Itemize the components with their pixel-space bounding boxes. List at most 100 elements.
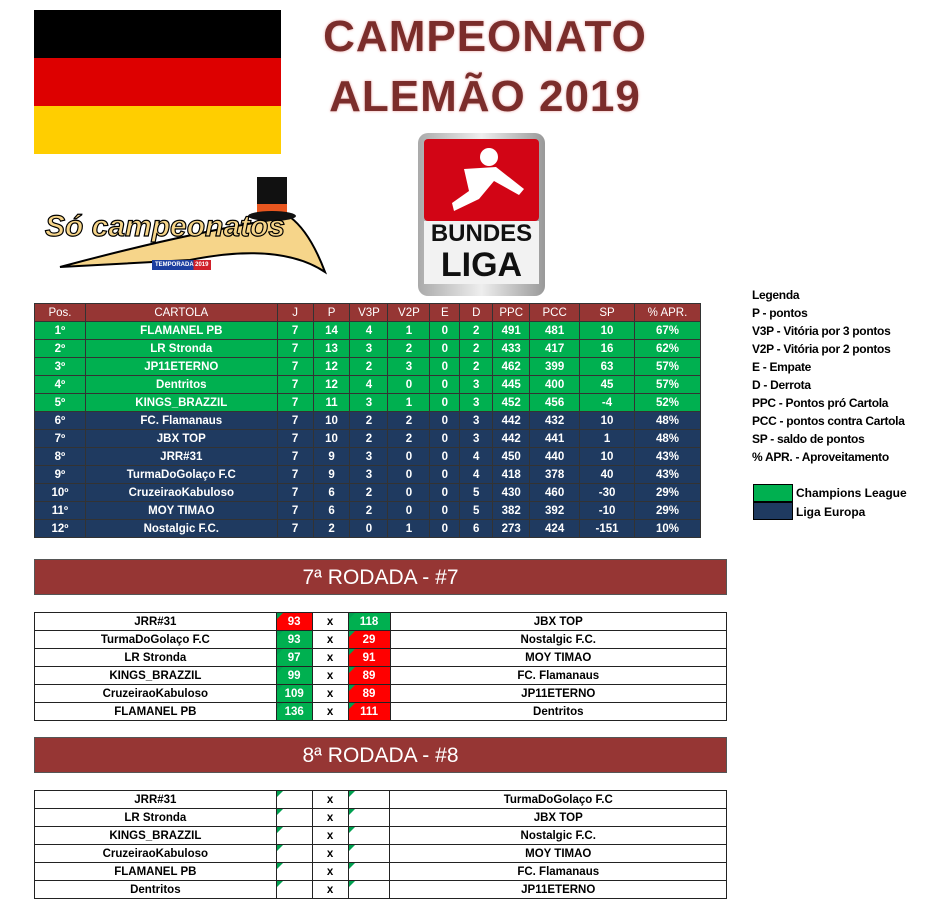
round7-matches-table: JRR#31 93 x 118 JBX TOP TurmaDoGolaço F.C 93 x 2…	[34, 612, 728, 721]
table-cell: 3	[349, 393, 389, 412]
match-row: TurmaDoGolaço F.C 93 x 29 Nostalgic F.C.	[34, 630, 728, 649]
legend-item: PPC - Pontos pró Cartola	[752, 396, 889, 410]
standings-header: Pos. CARTOLA J P V3P V2P E D PPC PCC SP% APR.	[34, 303, 701, 322]
home-team: Dentritos	[34, 880, 277, 899]
table-cell: 0	[429, 519, 461, 538]
away-score: 89	[347, 666, 391, 685]
table-cell: 4	[459, 465, 494, 484]
standings-table: Pos. CARTOLA J P V3P V2P E D PPC PCC SP% APR. 1º FL…	[34, 303, 701, 538]
match-row: FLAMANEL PB x FC. Flamanaus	[34, 862, 727, 881]
table-cell: 1º	[34, 321, 86, 340]
table-cell: 16	[579, 339, 635, 358]
column-header: V2P	[387, 303, 431, 322]
table-row: 3º JP11ETERNO 7 12 2 3 0 2 462 399 63 57%	[34, 357, 701, 376]
table-cell: 43%	[634, 465, 701, 484]
table-cell: 10	[312, 411, 351, 430]
table-cell: 273	[492, 519, 531, 538]
page-title-line1: CAMPEONATO	[323, 12, 647, 61]
home-score	[275, 790, 313, 809]
match-row: KINGS_BRAZZIL x Nostalgic F.C.	[34, 826, 727, 845]
table-cell: 3	[459, 393, 494, 412]
table-cell: 0	[429, 375, 461, 394]
legend-item: % APR. - Aproveitamento	[752, 450, 889, 464]
away-team: JP11ETERNO	[389, 880, 727, 899]
home-team: JRR#31	[34, 612, 277, 631]
table-cell: 29%	[634, 501, 701, 520]
table-cell: 48%	[634, 429, 701, 448]
table-cell: 2º	[34, 339, 86, 358]
home-score	[275, 844, 313, 863]
home-score	[275, 880, 313, 899]
legend-item: P - pontos	[752, 306, 808, 320]
table-cell: JBX TOP	[84, 429, 278, 448]
home-team: FLAMANEL PB	[34, 862, 277, 881]
table-cell: 0	[349, 519, 389, 538]
table-cell: 2	[349, 411, 389, 430]
table-cell: 5	[459, 501, 494, 520]
table-cell: 0	[429, 339, 461, 358]
table-cell: 7	[276, 375, 314, 394]
round7-banner: 7ª RODADA - #7	[34, 559, 727, 595]
table-row: 11º MOY TIMAO 7 6 2 0 0 5 382 392 -10 29%	[34, 501, 701, 520]
table-cell: 1	[387, 393, 431, 412]
away-team: FC. Flamanaus	[389, 666, 728, 685]
away-score	[347, 790, 391, 809]
table-cell: 400	[529, 375, 581, 394]
legend-item: D - Derrota	[752, 378, 811, 392]
table-cell: 10	[579, 447, 635, 466]
home-team: KINGS_BRAZZIL	[34, 666, 277, 685]
versus-label: x	[311, 844, 349, 863]
home-score	[275, 862, 313, 881]
home-team: KINGS_BRAZZIL	[34, 826, 277, 845]
table-cell: 57%	[634, 357, 701, 376]
table-cell: 0	[429, 393, 461, 412]
table-cell: 7	[276, 411, 314, 430]
table-cell: 460	[529, 483, 581, 502]
germany-flag	[34, 10, 281, 154]
table-cell: 7	[276, 357, 314, 376]
table-cell: 0	[429, 465, 461, 484]
table-cell: 10	[579, 321, 635, 340]
match-row: KINGS_BRAZZIL 99 x 89 FC. Flamanaus	[34, 666, 728, 685]
away-team: MOY TIMAO	[389, 844, 727, 863]
table-cell: 63	[579, 357, 635, 376]
table-cell: 2	[459, 357, 494, 376]
table-cell: 432	[529, 411, 581, 430]
versus-label: x	[311, 862, 349, 881]
table-row: 2º LR Stronda 7 13 3 2 0 2 433 417 16 62%	[34, 339, 701, 358]
column-header: V3P	[349, 303, 389, 322]
home-score: 99	[275, 666, 313, 685]
match-row: LR Stronda x JBX TOP	[34, 808, 727, 827]
table-cell: 7	[276, 483, 314, 502]
home-team: LR Stronda	[34, 808, 277, 827]
player-silhouette-icon	[424, 139, 539, 221]
table-cell: 0	[429, 429, 461, 448]
legend-item: PCC - pontos contra Cartola	[752, 414, 905, 428]
table-cell: 0	[429, 411, 461, 430]
table-cell: 2	[349, 357, 389, 376]
table-cell: 2	[459, 321, 494, 340]
match-row: JRR#31 93 x 118 JBX TOP	[34, 612, 728, 631]
round8-banner: 8ª RODADA - #8	[34, 737, 727, 773]
versus-label: x	[311, 612, 349, 631]
bundesliga-logo: BUNDES LIGA	[418, 133, 545, 296]
table-cell: 0	[429, 483, 461, 502]
versus-label: x	[311, 648, 349, 667]
table-cell: 418	[492, 465, 531, 484]
table-cell: -30	[579, 483, 635, 502]
table-cell: 11º	[34, 501, 86, 520]
away-team: Nostalgic F.C.	[389, 826, 727, 845]
round8-matches-table: JRR#31 x TurmaDoGolaço F.C LR Stronda x JBX T…	[34, 790, 727, 899]
match-row: FLAMANEL PB 136 x 111 Dentritos	[34, 702, 728, 721]
top-hat-icon	[59, 177, 328, 275]
table-cell: 12	[312, 375, 351, 394]
table-cell: 2	[312, 519, 351, 538]
table-cell: Dentritos	[84, 375, 278, 394]
versus-label: x	[311, 684, 349, 703]
versus-label: x	[311, 880, 349, 899]
home-team: JRR#31	[34, 790, 277, 809]
table-cell: 0	[429, 357, 461, 376]
home-score	[275, 826, 313, 845]
table-cell: 0	[387, 375, 431, 394]
table-cell: 3º	[34, 357, 86, 376]
